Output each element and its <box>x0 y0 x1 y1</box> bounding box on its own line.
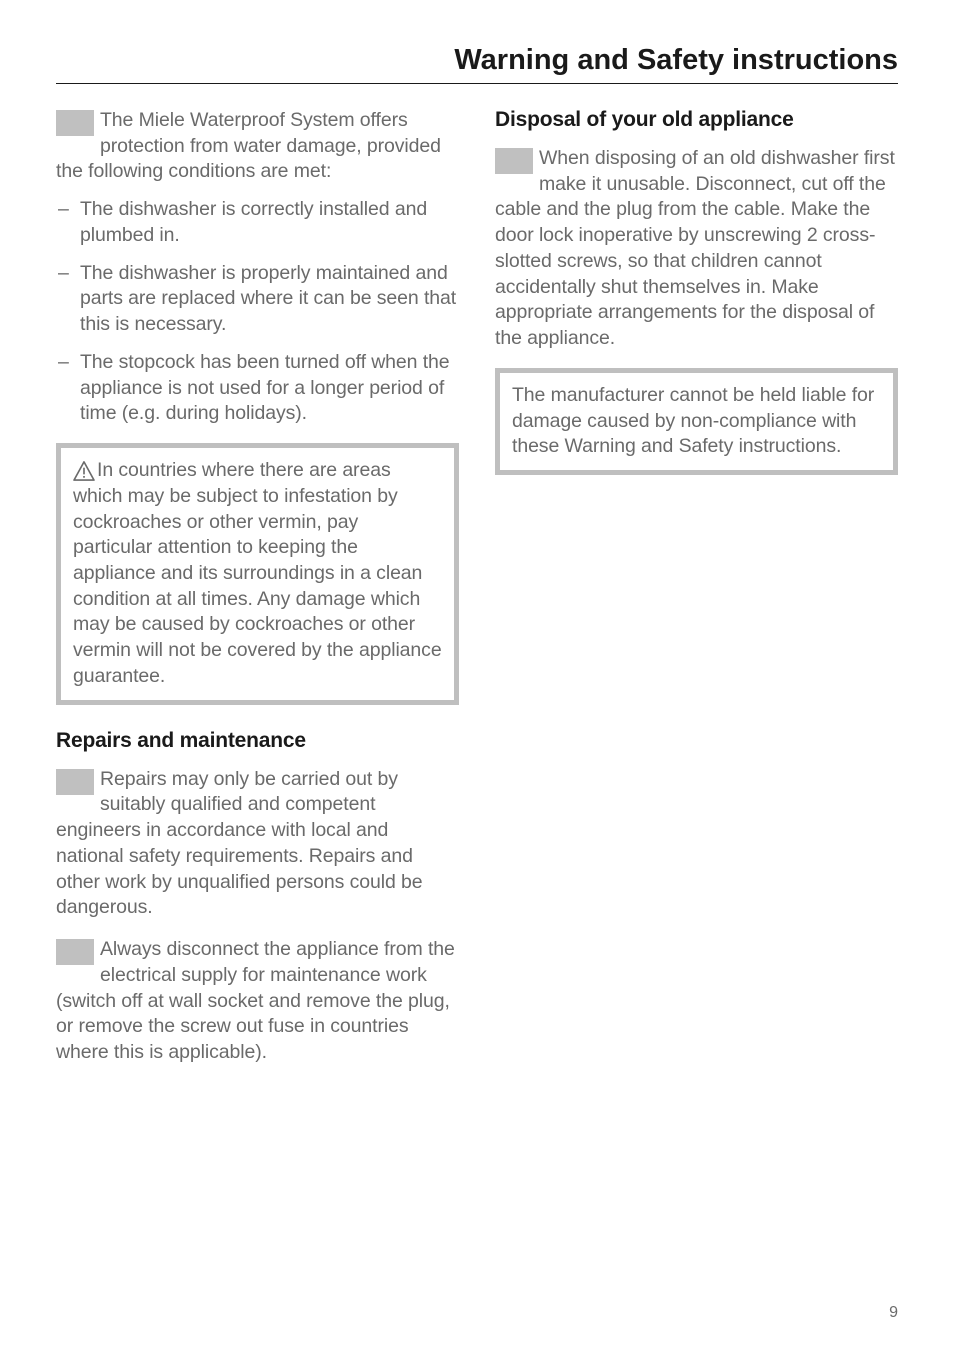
vermin-callout: In countries where there are areas which… <box>56 443 459 705</box>
repairs-heading: Repairs and maintenance <box>56 729 459 753</box>
bullet-square-icon <box>495 148 533 174</box>
vermin-callout-text: In countries where there are areas which… <box>73 459 442 687</box>
disposal-heading: Disposal of your old appliance <box>495 108 898 132</box>
disposal-paragraph: When disposing of an old dishwasher firs… <box>495 146 898 352</box>
waterproof-paragraph: The Miele Waterproof System offers prote… <box>56 108 459 185</box>
page-number: 9 <box>889 1304 898 1322</box>
disposal-text: When disposing of an old dishwasher firs… <box>495 147 895 349</box>
bullet-square-icon <box>56 939 94 965</box>
list-item: The dishwasher is correctly installed an… <box>56 197 459 248</box>
bullet-square-icon <box>56 110 94 136</box>
list-item: The stopcock has been turned off when th… <box>56 350 459 427</box>
waterproof-text: The Miele Waterproof System offers prote… <box>56 109 441 182</box>
right-column: Disposal of your old appliance When disp… <box>495 108 898 1078</box>
list-item: The dishwasher is properly maintained an… <box>56 261 459 338</box>
warning-triangle-icon <box>73 461 95 481</box>
disconnect-paragraph: Always disconnect the appliance from the… <box>56 937 459 1066</box>
title-rule <box>56 83 898 84</box>
page-title: Warning and Safety instructions <box>56 44 898 77</box>
liability-callout: The manufacturer cannot be held liable f… <box>495 368 898 475</box>
disconnect-text: Always disconnect the appliance from the… <box>56 938 455 1063</box>
bullet-square-icon <box>56 769 94 795</box>
liability-text: The manufacturer cannot be held liable f… <box>512 384 874 457</box>
repairs-text: Repairs may only be carried out by suita… <box>56 768 423 919</box>
repairs-paragraph: Repairs may only be carried out by suita… <box>56 767 459 921</box>
two-column-layout: The Miele Waterproof System offers prote… <box>56 108 898 1078</box>
conditions-list: The dishwasher is correctly installed an… <box>56 197 459 427</box>
left-column: The Miele Waterproof System offers prote… <box>56 108 459 1078</box>
